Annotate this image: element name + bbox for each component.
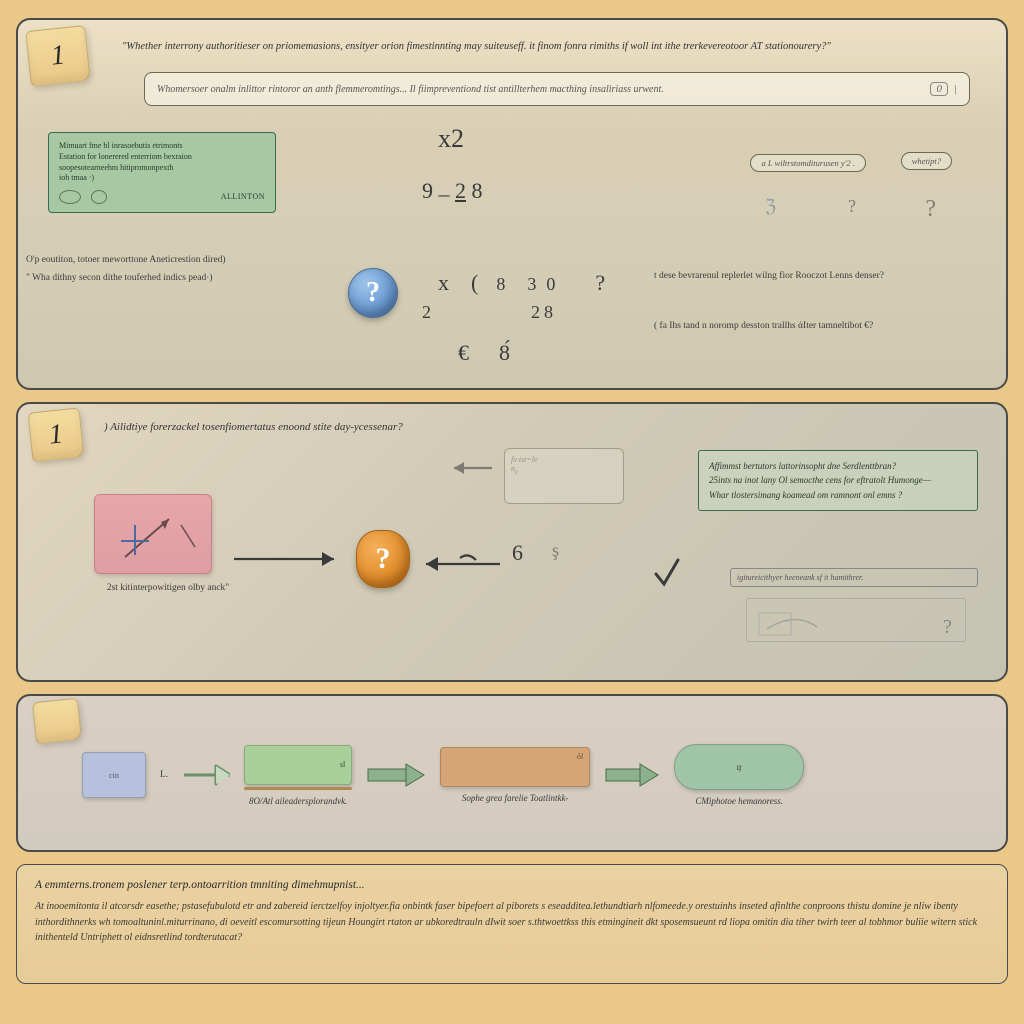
list-line: Whar tlostersimang koamead om ramnont on… <box>709 488 967 502</box>
panel-flow: cin L. sl 8O/Atl aileadersplorandvk. ŏl … <box>16 694 1008 852</box>
check-icon <box>652 554 682 592</box>
math-scribble: x2 <box>438 124 464 154</box>
hint-pill: whetipt? <box>901 152 952 170</box>
flow-step-3: ŏl Sophe grea farelie Toatlintkk- <box>440 747 590 803</box>
flow-label: Sophe grea farelie Toatlintkk- <box>440 793 590 803</box>
question-list-box: Affimmst bertutors lattorinsopht dne Ser… <box>698 450 978 511</box>
arrow-icon <box>182 760 230 790</box>
subquestion-b: " Wha dithny secon dithe touferhed indic… <box>26 272 326 285</box>
sticky-note-2: 1 <box>28 407 85 462</box>
note-line: Estation for lonerered enterriom bexraio… <box>59 152 265 163</box>
input-counter: 0 <box>930 82 948 96</box>
summary-title: A emmterns.tronem poslener terp.ontoarri… <box>35 879 989 891</box>
note-footer: ALLINTON <box>221 192 265 203</box>
flow-sep: L. <box>160 769 168 782</box>
reference-box: igitureicithyer heeneank sf it hamithrer… <box>730 568 978 587</box>
arrow-left-icon <box>418 550 504 578</box>
input-cursor-icon: | <box>954 83 957 95</box>
panel-question-2: 1 ) Ailidtiye forerzackel tosenfiomertat… <box>16 402 1008 682</box>
example-caption: 2st kitinterpowitigen olby anck" <box>88 582 248 595</box>
question-2-prompt: ) Ailidtiye forerzackel tosenfiomertatus… <box>104 420 986 434</box>
math-scribble: x ( 8 3 0 ? <box>438 270 605 296</box>
math-scribble: 228 <box>422 302 553 323</box>
flow-step-1: cin <box>82 752 146 798</box>
arrow-right-icon <box>230 544 350 574</box>
note-line: Mimuart fme bl inrasoebutis etrimonts <box>59 141 265 152</box>
side-hint-1: t dese bevrarenul replerlet wilng fior R… <box>654 270 990 283</box>
list-line: 25ints na inot lany Ol semocthe cens for… <box>709 473 967 487</box>
math-scribble: 9 – 2 8 <box>422 178 483 204</box>
answer-input-1[interactable]: Whomersoer onalm inlittor rintoror an an… <box>144 72 970 106</box>
flow-step-4: ıŗ CMiphotoe hemanoress. <box>674 744 804 806</box>
help-circle-icon[interactable]: ? <box>348 268 398 318</box>
panel-summary: A emmterns.tronem poslener terp.ontoarri… <box>16 864 1008 984</box>
svg-text:?: ? <box>943 616 952 638</box>
side-hint-2: ( fa Ihs tand n noromp desston trallhs ά… <box>654 320 990 333</box>
flow-label: 8O/Atl aileadersplorandvk. <box>244 796 352 806</box>
flow-label: CMiphotoe hemanoress. <box>674 796 804 806</box>
panel-question-1: 1 "Whether interrony authoritieser on pr… <box>16 18 1008 390</box>
example-card <box>94 494 212 574</box>
note-oval-icon <box>91 190 107 204</box>
sticky-note-3 <box>32 698 82 745</box>
help-circle-orange-icon[interactable]: ? <box>356 530 410 588</box>
question-1-prompt: "Whether interrony authoritieser on prio… <box>122 40 972 54</box>
value-six: 6 <box>512 540 523 566</box>
flow-row: cin L. sl 8O/Atl aileadersplorandvk. ŏl … <box>82 744 986 806</box>
hint-note-box: Mimuart fme bl inrasoebutis etrimonts Es… <box>48 132 276 213</box>
flow-step-2: sl 8O/Atl aileadersplorandvk. <box>244 745 352 806</box>
scribble-icon: ş <box>552 540 559 561</box>
scribble-icon: ? <box>848 196 856 217</box>
subquestion-a: O'p eoutiton, totoer meworttone Aneticre… <box>26 254 326 267</box>
scribble-icon: ? <box>925 196 936 223</box>
reference-sketch-box: ? <box>746 598 966 642</box>
hint-pill: a L wiltrstomditurusen y'2 . <box>750 154 866 172</box>
arrow-icon <box>604 760 660 790</box>
arrow-left-icon <box>444 452 496 484</box>
note-line: soopesotearneehm hitipromonpexth <box>59 163 265 174</box>
answer-input-placeholder: Whomersoer onalm inlittor rintoror an an… <box>157 84 664 95</box>
summary-body: At inooemitonta il atcorsdr easethe; pst… <box>35 899 989 946</box>
list-line: Affimmst bertutors lattorinsopht dne Ser… <box>709 459 967 473</box>
mini-formula-box: fx∙ist=leny <box>504 448 624 504</box>
sticky-note-1: 1 <box>25 25 91 87</box>
note-oval-icon <box>59 190 81 204</box>
note-line: ioh tmaa ·) <box>59 173 265 184</box>
math-scribble: €8́ <box>458 340 510 366</box>
arrow-icon <box>366 760 426 790</box>
scribble-icon: ℨ <box>765 196 776 217</box>
